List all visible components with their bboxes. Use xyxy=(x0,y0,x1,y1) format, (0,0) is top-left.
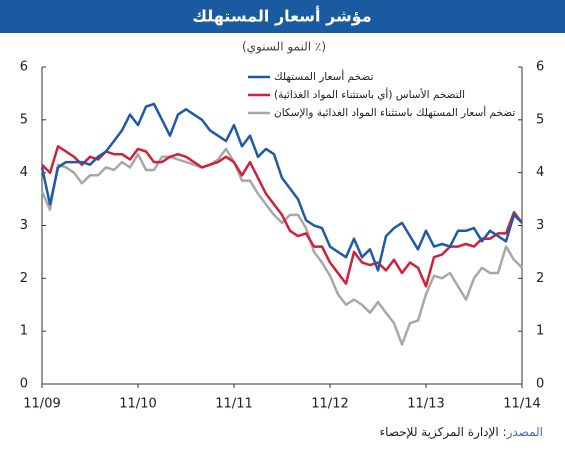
series-line xyxy=(40,147,523,346)
y-tick-label: 5 xyxy=(20,112,28,127)
x-tick-label: 11/13 xyxy=(407,397,444,412)
legend-label: تضخم أسعار المستهلك باستثناء المواد الغذ… xyxy=(274,105,515,119)
source: المصدر: الإدارة المركزية للإحصاء xyxy=(380,425,543,440)
y-tick-label: 4 xyxy=(20,165,28,180)
x-tick-label: 11/14 xyxy=(503,397,540,412)
y2-tick-label: 5 xyxy=(536,112,544,127)
chart-title: مؤشر أسعار المستهلك xyxy=(192,6,371,26)
y-tick-label: 6 xyxy=(20,60,28,75)
series-line xyxy=(41,145,523,288)
y2-tick-label: 6 xyxy=(536,60,544,75)
y2-tick-label: 4 xyxy=(536,165,544,180)
title-bar xyxy=(0,0,565,33)
source-text: : الإدارة المركزية للإحصاء xyxy=(380,425,507,440)
y2-tick-label: 2 xyxy=(536,271,544,286)
source-label: المصدر xyxy=(506,425,543,440)
y-tick-label: 0 xyxy=(20,377,28,392)
y2-tick-label: 3 xyxy=(536,218,544,233)
x-tick-label: 11/11 xyxy=(215,397,252,412)
y-tick-label: 2 xyxy=(20,271,28,286)
legend-label: التضخم الأساس (أي باستثناء المواد الغذائ… xyxy=(274,87,465,101)
x-tick-label: 11/09 xyxy=(23,397,60,412)
y2-tick-label: 1 xyxy=(536,324,544,339)
y-tick-label: 3 xyxy=(20,218,28,233)
legend-label: تضخم أسعار المستهلك xyxy=(274,69,373,83)
series-line xyxy=(40,102,523,272)
y2-tick-label: 0 xyxy=(536,377,544,392)
x-tick-label: 11/10 xyxy=(119,397,156,412)
chart-subtitle: (٪ النمو السنوي) xyxy=(242,40,326,55)
x-tick-label: 11/12 xyxy=(311,397,348,412)
y-tick-label: 1 xyxy=(20,324,28,339)
